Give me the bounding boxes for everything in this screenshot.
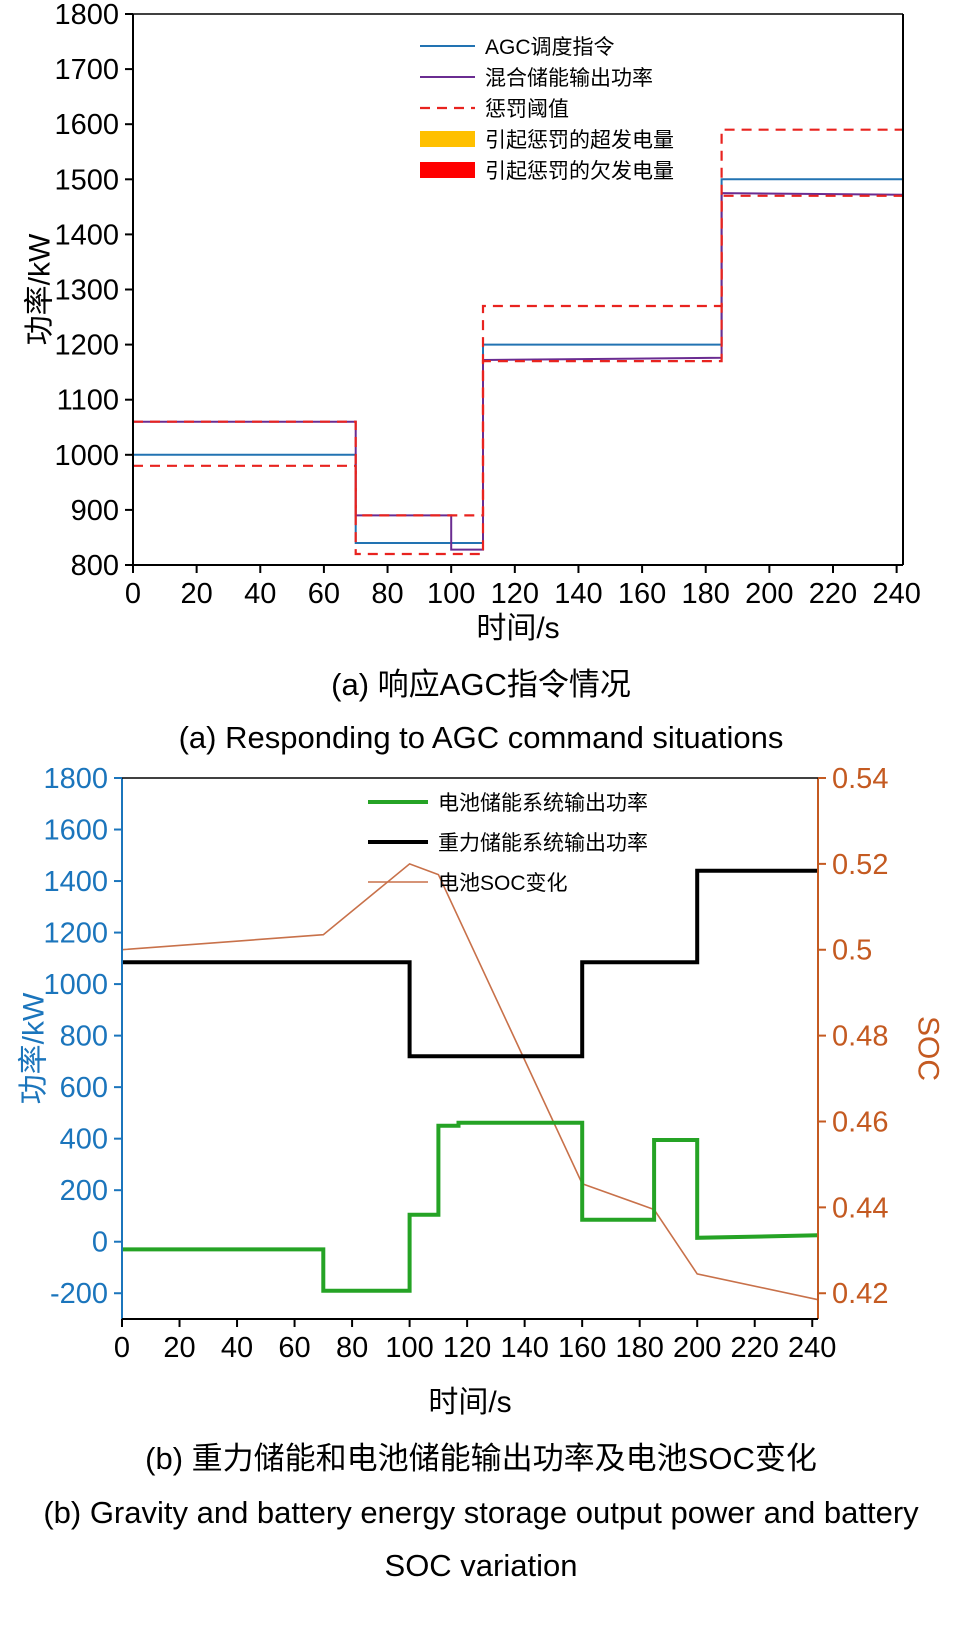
y-tick-label: 1000 [54,440,119,472]
series-line [133,128,903,517]
y-tick-label: 1700 [54,54,119,86]
caption-b-english-line2: SOC variation [384,1547,578,1583]
x-tick-label: 60 [308,578,340,610]
x-tick-label: 220 [731,1332,779,1364]
y-tick-label: 900 [71,495,119,527]
x-tick-label: 240 [872,578,920,610]
x-tick-label: 200 [673,1332,721,1364]
x-tick-label: 180 [682,578,730,610]
legend-label: 引起惩罚的超发电量 [485,129,674,152]
x-tick-label: 100 [385,1332,433,1364]
y-tick-label: 1500 [54,164,119,196]
y-tick-label: 800 [71,550,119,582]
x-tick-label: 40 [221,1332,253,1364]
series-line [133,192,904,551]
x-tick-label: 160 [618,578,666,610]
x-tick-label: 120 [491,578,539,610]
x-axis-label: 时间/s [428,1386,511,1419]
legend-label: 重力储能系统输出功率 [438,832,648,855]
y-tick-label: 800 [60,1021,108,1053]
y-tick-label: 1800 [43,764,108,795]
legend-swatch-bar [420,162,475,178]
x-tick-label: 80 [336,1332,368,1364]
y2-tick-label: 0.44 [832,1193,888,1225]
y2-tick-label: 0.46 [832,1107,888,1139]
legend-label: 电池SOC变化 [438,872,568,895]
x-tick-label: 200 [745,578,793,610]
y2-tick-label: 0.54 [832,764,888,795]
y-tick-label: -200 [50,1279,108,1311]
x-tick-label: 20 [181,578,213,610]
series-line [122,1121,819,1294]
legend-label: 引起惩罚的欠发电量 [485,160,674,183]
x-tick-label: 120 [443,1332,491,1364]
y-tick-label: 600 [60,1073,108,1105]
x-tick-label: 180 [615,1332,663,1364]
y2-axis-label: SOC [912,1016,945,1081]
x-axis-label: 时间/s [476,612,559,645]
series-line [121,863,819,1301]
y-tick-label: 1600 [54,109,119,141]
x-tick-label: 60 [278,1332,310,1364]
y-tick-label: 1200 [54,330,119,362]
y-axis-label: 功率/kW [18,992,51,1104]
x-tick-label: 0 [114,1332,130,1364]
x-tick-label: 220 [809,578,857,610]
x-tick-label: 100 [427,578,475,610]
x-tick-label: 140 [500,1332,548,1364]
y-tick-label: 1400 [43,866,108,898]
y2-tick-label: 0.48 [832,1021,888,1053]
y2-tick-label: 0.5 [832,935,872,967]
series-line [122,869,818,1059]
legend-label: 惩罚阈值 [485,98,569,121]
chart-b-storage-output-soc: 0 20 40 60 80 100 120 140 160 180 200 220 240-200020… [18,764,945,1419]
caption-b-english-line1: (b) Gravity and battery energy storage o… [43,1494,919,1530]
y-axis-label: 功率/kW [24,233,57,345]
y-tick-label: 1100 [57,385,119,417]
legend-label: AGC调度指令 [485,36,615,59]
x-tick-label: 80 [371,578,403,610]
legend-label: 电池储能系统输出功率 [438,792,648,815]
caption-a-chinese: (a) 响应AGC指令情况 [331,667,631,702]
y-tick-label: 1800 [54,0,119,31]
legend-swatch-bar [420,131,475,147]
legend-label: 混合储能输出功率 [485,67,653,90]
y-tick-label: 1200 [43,918,108,950]
y2-tick-label: 0.42 [832,1279,888,1311]
y-tick-label: 1300 [54,275,119,307]
y-tick-label: 1000 [43,969,108,1001]
y-tick-label: 200 [60,1176,108,1208]
x-tick-label: 40 [244,578,276,610]
caption-b-chinese: (b) 重力储能和电池储能输出功率及电池SOC变化 [145,1441,817,1477]
y-tick-label: 1600 [43,815,108,847]
y-tick-label: 400 [60,1124,108,1156]
y-tick-label: 1400 [54,219,119,251]
x-tick-label: 240 [788,1332,836,1364]
x-tick-label: 160 [558,1332,606,1364]
series-line [133,194,903,556]
caption-a-english: (a) Responding to AGC command situations [178,720,784,756]
chart-a-agc-response: 0 20 40 60 80 100 120 140 160 180 200 220 240 800 900 1… [24,0,921,645]
x-tick-label: 20 [163,1332,195,1364]
figure-container: 0 20 40 60 80 100 120 140 160 180 200 220 240 800 900 1… [18,0,945,1583]
y-tick-label: 0 [92,1227,108,1259]
y2-tick-label: 0.52 [832,849,888,881]
x-tick-label: 140 [554,578,602,610]
x-tick-label: 0 [125,578,141,610]
